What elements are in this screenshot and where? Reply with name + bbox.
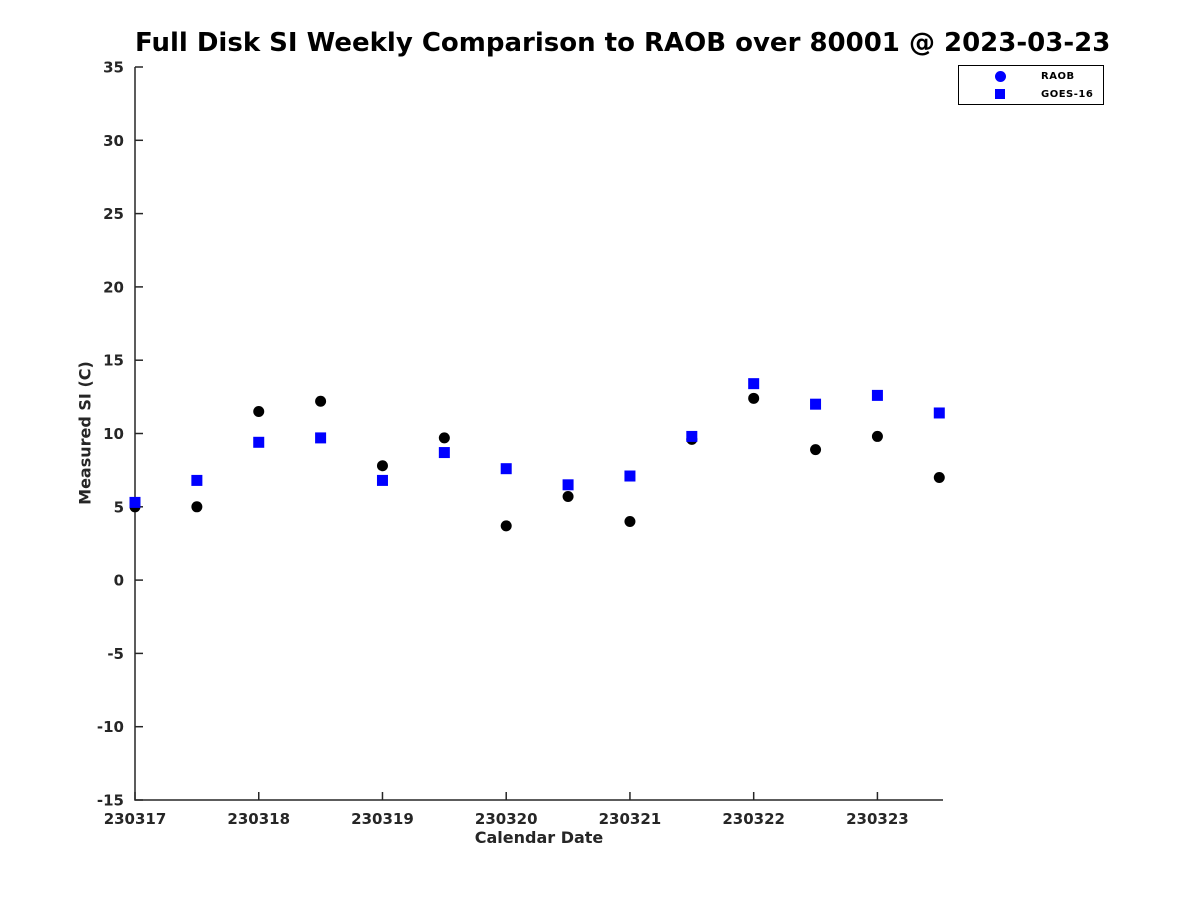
x-tick-label: 230317 (104, 810, 167, 828)
x-tick-label: 230323 (846, 810, 909, 828)
goes16-point (810, 398, 822, 410)
y-tick-label: 5 (114, 498, 124, 516)
raob-point (871, 430, 883, 442)
legend-label-goes16: GOES-16 (1041, 88, 1094, 100)
raob-point (562, 491, 574, 503)
x-tick-label: 230322 (722, 810, 785, 828)
goes16-point (500, 463, 512, 475)
legend-marker-cell (959, 70, 1041, 82)
raob-point (810, 444, 822, 456)
raob-point (438, 432, 450, 444)
goes16-point (191, 474, 203, 486)
y-axis-label: Measured SI (C) (75, 361, 95, 505)
y-tick-label: -15 (97, 792, 124, 810)
legend-label-raob: RAOB (1041, 70, 1075, 82)
goes16-point (871, 389, 883, 401)
x-tick-label: 230321 (599, 810, 662, 828)
goes16-point (376, 474, 388, 486)
raob-point (253, 406, 265, 418)
y-tick-label: 25 (103, 205, 124, 223)
goes16-point (933, 407, 945, 419)
raob-point (315, 395, 327, 407)
goes16-point (562, 479, 574, 491)
raob-point (500, 520, 512, 532)
raob-point (933, 471, 945, 483)
goes16-point (686, 430, 698, 442)
y-tick-label: 0 (114, 572, 124, 590)
y-tick-label: -5 (107, 645, 124, 663)
x-tick-label: 230319 (351, 810, 414, 828)
axis-lines (134, 67, 943, 801)
goes16-legend-square-icon (995, 89, 1005, 99)
raob-legend-circle-icon (994, 70, 1006, 82)
raob-point (191, 501, 203, 513)
legend-item-goes16: GOES-16 (959, 87, 1103, 102)
y-tick-label: 10 (103, 425, 124, 443)
raob-point (624, 515, 636, 527)
y-tick-label: 15 (103, 352, 124, 370)
goes16-point (748, 378, 760, 390)
legend-marker-cell (959, 89, 1041, 99)
x-axis-label: Calendar Date (474, 828, 604, 847)
y-tick-label: 20 (103, 278, 124, 296)
y-tick-label: -10 (97, 718, 124, 736)
x-tick-label: 230318 (227, 810, 290, 828)
goes16-point (129, 496, 141, 508)
goes16-point (624, 470, 636, 482)
legend-box: RAOB GOES-16 (958, 65, 1104, 105)
goes16-point (438, 447, 450, 459)
y-tick-label: 30 (103, 132, 124, 150)
y-tick-label: 35 (103, 59, 124, 77)
legend-item-raob: RAOB (959, 69, 1103, 84)
x-tick-label: 230320 (475, 810, 538, 828)
goes16-point (253, 436, 265, 448)
goes16-point (315, 432, 327, 444)
raob-point (376, 460, 388, 472)
raob-point (748, 392, 760, 404)
